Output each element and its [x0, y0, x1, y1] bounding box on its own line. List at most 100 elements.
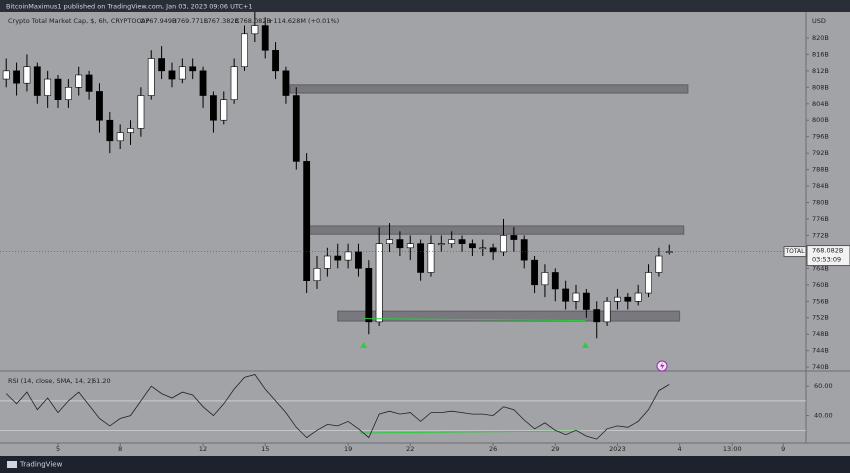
chart-title: Crypto Total Market Cap, $, 6h, CRYPTOCA… [8, 17, 149, 25]
candle-body [448, 239, 456, 244]
y-tick-label: 808B [812, 83, 829, 91]
candle-body [251, 25, 259, 35]
price-zone [289, 84, 689, 94]
rsi-y-tick-label: 40.00 [814, 412, 833, 420]
y-tick-label: 776B [812, 215, 829, 223]
candle-body [603, 300, 611, 323]
candle-body [158, 58, 166, 72]
y-tick-label: 812B [812, 67, 829, 75]
candle-body [531, 259, 538, 286]
candle-body [241, 33, 248, 68]
rsi-line [5, 374, 670, 440]
footer-logo [7, 461, 17, 468]
x-tick-label: 8 [118, 445, 122, 453]
support-line [363, 318, 586, 322]
x-tick-label: 22 [406, 445, 414, 453]
candle-body [64, 87, 72, 100]
candle-body [365, 268, 373, 323]
candle-body [562, 288, 570, 302]
symbol-tag [783, 246, 807, 258]
top-bar-text: BitcoinMaximus1 published on TradingView… [6, 3, 253, 11]
price-tag [806, 245, 850, 267]
candle-body [292, 95, 300, 162]
candle-body [469, 243, 476, 249]
y-tick-label: 748B [812, 330, 829, 338]
x-tick-label: 4 [678, 445, 682, 453]
candle-body [645, 272, 652, 294]
y-tick-label: 792B [812, 149, 829, 157]
y-tick-label: 804B [812, 100, 829, 108]
y-tick-label: 760B [812, 281, 829, 289]
candle-body [582, 292, 590, 310]
candle-body [230, 66, 238, 100]
x-tick-label: 2023 [609, 445, 626, 453]
candle-body [417, 243, 425, 273]
candle-body [178, 66, 186, 80]
footer [0, 456, 850, 473]
y-tick-label: 772B [812, 231, 829, 239]
y-tick-label: 788B [812, 166, 829, 174]
candle-body [344, 251, 352, 261]
event-icon-bolt [660, 362, 665, 370]
countdown-text: 03:53:09 [812, 256, 841, 264]
candle-body [323, 255, 331, 269]
candle-body [44, 78, 52, 96]
candle-body [406, 243, 414, 249]
candle-body [127, 128, 134, 133]
x-tick-label: 13:00 [723, 445, 742, 453]
candle-body [551, 272, 559, 290]
candle-body [355, 251, 362, 269]
candle-body [520, 239, 528, 261]
candle-body [116, 132, 124, 142]
candle-body [489, 247, 497, 253]
price-tag-text: 768.082B [812, 247, 843, 255]
y-tick-label: 820B [812, 34, 829, 42]
candle-body [655, 255, 663, 273]
candle-body [386, 239, 393, 244]
x-tick-label: 29 [551, 445, 559, 453]
candle-body [199, 70, 207, 96]
candle-body [303, 161, 311, 282]
y-tick-label: 780B [812, 199, 829, 207]
y-tick-label: 784B [812, 182, 829, 190]
price-zone [337, 310, 681, 322]
currency: USD [812, 17, 826, 25]
candle-body [54, 78, 62, 100]
rsi-divergence-line [359, 430, 581, 434]
top-bar [0, 0, 850, 12]
y-tick-label: 796B [812, 133, 829, 141]
x-tick-label: 26 [489, 445, 497, 453]
y-tick-label: 764B [812, 264, 829, 272]
candle-body [282, 70, 290, 96]
ohlc-high: H769.771B [172, 17, 208, 25]
candle-body [634, 292, 642, 302]
candle-body [75, 74, 83, 88]
candle-body [147, 58, 155, 96]
x-tick-label: 5 [56, 445, 60, 453]
candle-body [427, 243, 435, 273]
candle-body [137, 95, 145, 129]
candle-body [220, 99, 228, 121]
candle-body [541, 272, 549, 286]
price-zone [306, 225, 685, 235]
candle-body [313, 268, 321, 282]
candle-body [593, 309, 601, 323]
candle-body [13, 70, 20, 84]
y-tick-label: 800B [812, 116, 829, 124]
y-tick-label: 744B [812, 347, 829, 355]
candle-body [334, 255, 342, 261]
x-tick-label: 19 [344, 445, 352, 453]
candle-body [272, 49, 279, 72]
x-tick-label: 12 [199, 445, 207, 453]
candle-body [396, 239, 404, 249]
candle-body [614, 296, 621, 302]
signal-arrow [581, 342, 589, 348]
indicator-title: RSI (14, close, SMA, 14, 2) [8, 377, 94, 385]
candle-body [510, 235, 518, 240]
y-tick-label: 756B [812, 297, 829, 305]
candle-body [189, 66, 197, 72]
candle-body [572, 292, 580, 302]
indicator-value: 61.20 [92, 377, 111, 385]
